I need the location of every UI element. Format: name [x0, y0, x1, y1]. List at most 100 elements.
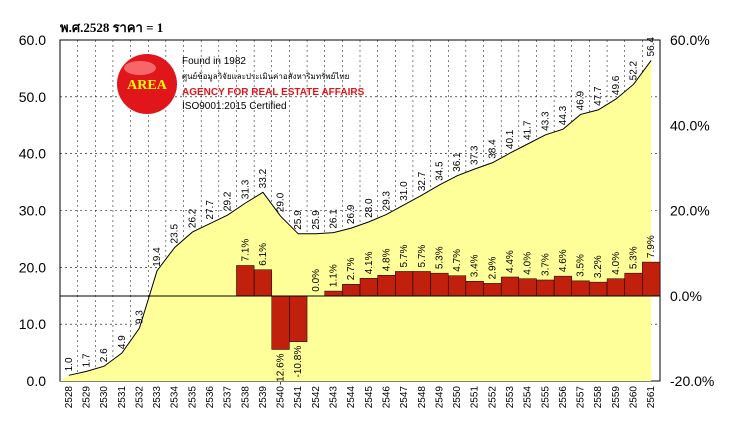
x-tick-label: 2539 [258, 386, 269, 409]
x-tick-label: 2528 [64, 386, 75, 409]
bar [606, 278, 625, 297]
right-tick-label: 20.0% [670, 203, 710, 219]
bar-data-label: 1.1% [329, 264, 340, 287]
area-data-label: 47.7 [593, 86, 604, 106]
bar [553, 275, 573, 296]
x-tick-label: 2534 [170, 386, 181, 409]
bar-data-label: 3.7% [540, 253, 551, 276]
area-data-label: 29.2 [223, 191, 234, 211]
right-tick-label: -20.0% [670, 373, 714, 389]
x-tick-label: 2531 [117, 386, 128, 409]
x-tick-label: 2552 [487, 386, 498, 409]
area-data-label: 27.7 [205, 200, 216, 220]
area-data-label: 36.1 [452, 152, 463, 172]
right-tick-label: 60.0% [670, 32, 710, 48]
x-tick-label: 2543 [329, 386, 340, 409]
bar-data-label: 4.1% [364, 251, 375, 274]
x-tick-label: 2550 [452, 386, 463, 409]
bar [271, 295, 290, 350]
x-tick-label: 2540 [276, 386, 287, 409]
area-fill [60, 60, 652, 382]
right-axis-ticks: -20.0% 0.0% 20.0% 40.0% 60.0% [670, 32, 714, 389]
x-tick-label: 2535 [187, 386, 198, 409]
bar [571, 280, 590, 296]
bar [483, 283, 502, 297]
bar [342, 283, 361, 296]
right-tick-label: 0.0% [670, 288, 702, 304]
x-tick-label: 2556 [558, 386, 569, 409]
area-data-label: 19.4 [152, 247, 163, 267]
area-data-label: 25.9 [293, 210, 304, 230]
bar-data-label: 4.8% [381, 248, 392, 271]
x-tick-label: 2542 [311, 386, 322, 409]
area-data-label: 31.0 [399, 181, 410, 201]
left-tick-label: 10.0 [19, 316, 46, 332]
bar-data-label: 5.3% [629, 246, 640, 269]
area-data-label: 41.7 [523, 120, 534, 140]
bar-data-label: 2.7% [346, 257, 357, 280]
area-data-label: 25.9 [311, 210, 322, 230]
area-data-label: 26.2 [187, 208, 198, 228]
area-data-label: 29.0 [276, 192, 287, 212]
bar [253, 269, 273, 296]
x-tick-label: 2530 [99, 386, 110, 409]
bar-data-label: 5.7% [417, 245, 428, 268]
x-tick-label: 2551 [470, 386, 481, 409]
bar-data-label: 4.6% [558, 249, 569, 272]
bar [589, 281, 608, 296]
x-tick-label: 2558 [593, 386, 604, 409]
x-axis-ticks: 2528 2529 2530 2531 2532 2533 2534 2535 2536 2537… [64, 386, 657, 409]
bar [518, 278, 537, 297]
area-data-label: 56.4 [646, 37, 657, 57]
area-series [60, 60, 652, 382]
logo-founded: Found in 1982 [182, 56, 246, 67]
left-tick-label: 30.0 [19, 203, 46, 219]
bar-data-label: -12.6% [276, 353, 287, 385]
left-tick-label: 60.0 [19, 32, 46, 48]
logo-circle-text: AREA [127, 78, 168, 93]
bar-data-label: 4.7% [452, 249, 463, 272]
bar [536, 279, 555, 297]
bar-data-label: 6.1% [258, 243, 269, 266]
area-data-label: 32.7 [417, 171, 428, 191]
area-data-label: 40.1 [505, 129, 516, 149]
bar-data-label: 5.7% [399, 245, 410, 268]
bar [500, 276, 520, 296]
page-title: พ.ศ.2528 ราคา = 1 [60, 20, 163, 35]
bar-data-label: 5.3% [434, 246, 445, 269]
x-tick-label: 2561 [646, 386, 657, 409]
area-data-label: 26.1 [329, 209, 340, 229]
area-data-label: 43.3 [540, 111, 551, 131]
x-tick-label: 2555 [540, 386, 551, 409]
area-data-label: 23.5 [170, 224, 181, 244]
bar-data-label: -10.8% [293, 346, 304, 378]
x-tick-label: 2532 [134, 386, 145, 409]
x-tick-label: 2545 [364, 386, 375, 409]
area-data-labels: 1.0 1.7 2.6 4.9 9.3 19.4 23.5 26.2 27.7 29.2 31.3 3… [64, 37, 657, 372]
area-data-label: 9.3 [134, 310, 145, 324]
area-logo: AREA Found in 1982 ศูนย์ข้อมูลวิจัยและปร… [117, 54, 365, 114]
right-tick-label: 40.0% [670, 117, 710, 133]
area-data-label: 31.3 [240, 179, 251, 199]
x-tick-label: 2560 [629, 386, 640, 409]
bar [447, 275, 467, 296]
x-tick-label: 2553 [505, 386, 516, 409]
x-tick-label: 2541 [293, 386, 304, 409]
x-tick-label: 2538 [240, 386, 251, 409]
bar-data-label: 0.0% [311, 269, 322, 292]
bar [412, 271, 431, 296]
area-data-label: 1.7 [81, 353, 92, 367]
area-line [68, 60, 652, 376]
x-tick-label: 2548 [417, 386, 428, 409]
bar [359, 278, 378, 296]
x-tick-label: 2559 [611, 386, 622, 409]
area-data-label: 26.9 [346, 204, 357, 224]
bar-data-label: 4.0% [523, 252, 534, 275]
area-data-label: 49.6 [611, 75, 622, 95]
x-tick-label: 2536 [205, 386, 216, 409]
bar-data-label: 7.1% [240, 239, 251, 262]
bar [642, 261, 661, 297]
area-data-label: 44.3 [558, 105, 569, 125]
area-data-label: 1.0 [64, 357, 75, 371]
area-data-label: 46.9 [576, 91, 587, 111]
